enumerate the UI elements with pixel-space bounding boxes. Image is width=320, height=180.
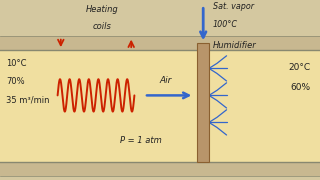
Text: 20°C: 20°C <box>288 63 310 72</box>
Text: P = 1 atm: P = 1 atm <box>120 136 162 145</box>
Bar <box>197 43 209 162</box>
Text: Sat. vapor: Sat. vapor <box>213 2 254 11</box>
Text: coils: coils <box>93 22 112 31</box>
Bar <box>0 36 320 50</box>
Bar <box>0 50 320 162</box>
Text: 10°C: 10°C <box>6 59 27 68</box>
Text: Humidifier: Humidifier <box>213 41 257 50</box>
Text: 60%: 60% <box>290 83 310 92</box>
Text: 100°C: 100°C <box>213 20 238 29</box>
Text: Air: Air <box>160 76 172 85</box>
Text: 35 m³/min: 35 m³/min <box>6 95 50 104</box>
Text: Heating: Heating <box>86 5 119 14</box>
Bar <box>0 162 320 176</box>
Text: 70%: 70% <box>6 77 25 86</box>
